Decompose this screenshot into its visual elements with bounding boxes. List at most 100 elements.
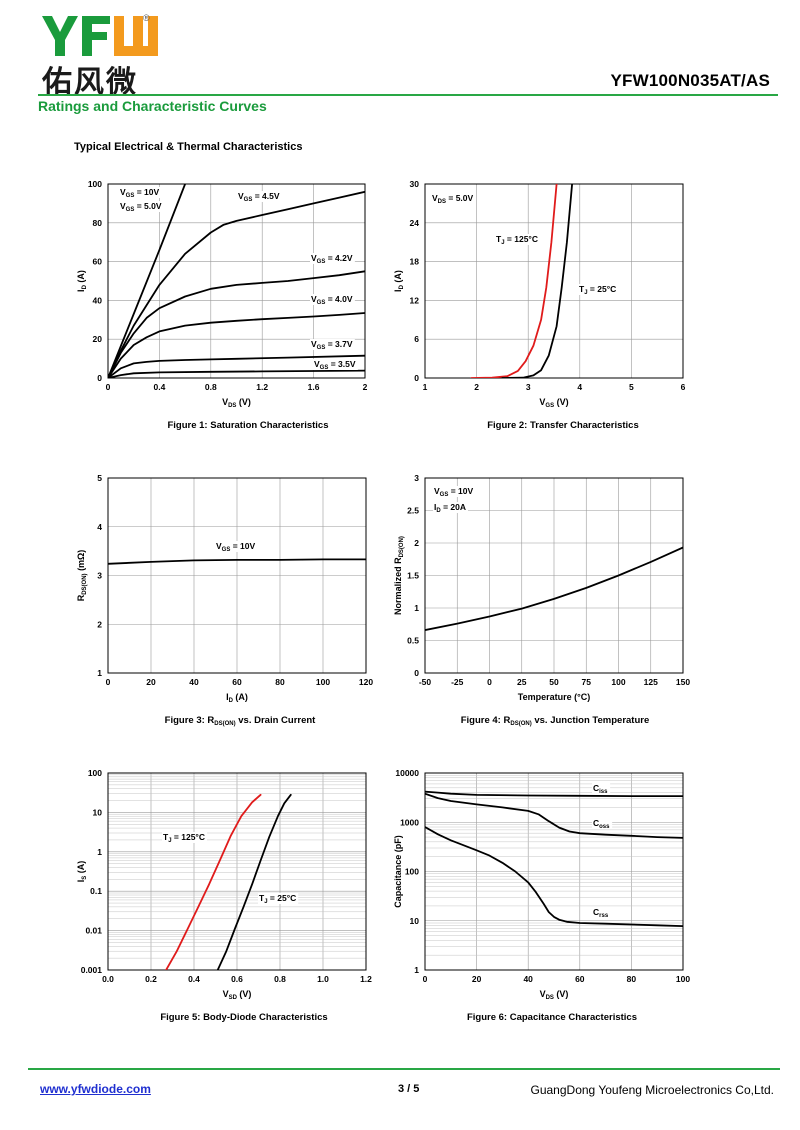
y-axis-label: Normalized RDS(ON)	[393, 536, 405, 615]
x-tick-label: 2	[363, 382, 368, 392]
series-line-tj-25-c	[216, 793, 292, 970]
y-tick-label: 0	[414, 373, 419, 383]
series-line-crss	[425, 826, 683, 927]
x-tick-label: 0	[487, 677, 492, 687]
x-tick-label: 1.6	[308, 382, 320, 392]
x-tick-label: 80	[275, 677, 285, 687]
x-tick-label: 0.0	[102, 974, 114, 984]
y-tick-label: 0.1	[90, 886, 102, 896]
x-tick-label: 1	[423, 382, 428, 392]
x-tick-label: 20	[472, 974, 482, 984]
y-tick-label: 100	[405, 867, 419, 877]
y-tick-label: 18	[410, 257, 420, 267]
y-tick-label: 1	[414, 603, 419, 613]
y-tick-label: 4	[97, 522, 102, 532]
annotation-bg	[119, 187, 162, 198]
y-axis-label: Capacitance (pF)	[393, 835, 403, 908]
annotation-bg	[258, 893, 299, 904]
y-tick-label: 1000	[400, 817, 419, 827]
annotation-label: VGS = 4.5V	[238, 191, 280, 203]
y-tick-label: 3	[414, 473, 419, 483]
plot-frame	[107, 772, 367, 971]
x-tick-label: 40	[189, 677, 199, 687]
series-line-vgs-10v	[108, 184, 187, 378]
annotation-label: Ciss	[593, 783, 608, 795]
annotation-label: VGS = 3.5V	[314, 359, 356, 371]
y-tick-label: 1.5	[407, 571, 419, 581]
annotation-bg	[433, 486, 476, 497]
annotation-label: ID = 20A	[434, 502, 466, 514]
annotation-bg	[592, 783, 611, 794]
x-tick-label: -50	[419, 677, 432, 687]
series-line-tj-125-c	[165, 793, 262, 970]
chart-fig6: 0 20 40 60 80 100 1 10 100 1000 10000 Ciss Coss Crss V…	[393, 768, 690, 1023]
chart-fig4: -50 -25 0 25 50 75 100 125 150 0 0.5 1 1.5 2 2.5 3 VGS =…	[393, 473, 690, 727]
x-tick-label: 100	[676, 974, 690, 984]
x-tick-label: 150	[676, 677, 690, 687]
annotation-bg	[592, 818, 613, 829]
header-divider	[38, 94, 778, 96]
y-tick-label: 1	[414, 965, 419, 975]
annotation-label: VGS = 10V	[216, 541, 255, 553]
section-title: Ratings and Characteristic Curves	[38, 98, 267, 114]
x-tick-label: 80	[627, 974, 637, 984]
y-tick-label: 60	[93, 257, 103, 267]
x-tick-label: 0.6	[231, 974, 243, 984]
chart-fig5: 0.0 0.2 0.4 0.6 0.8 1.0 1.2 0.001 0.01 0.1 1 10 100 T…	[76, 768, 372, 1023]
x-axis-label: VGS (V)	[539, 397, 568, 409]
annotation-label: TJ = 125°C	[163, 832, 205, 844]
website-link[interactable]: www.yfwdiode.com	[40, 1082, 151, 1096]
annotation-label: Coss	[593, 818, 610, 830]
y-tick-label: 0	[414, 668, 419, 678]
figure-caption: Figure 5: Body-Diode Characteristics	[160, 1012, 327, 1023]
annotation-bg	[495, 234, 540, 245]
x-tick-label: 4	[577, 382, 582, 392]
x-tick-label: 0	[106, 382, 111, 392]
x-tick-label: 50	[549, 677, 559, 687]
figure-caption: Figure 3: RDS(ON) vs. Drain Current	[165, 715, 317, 727]
x-tick-label: 20	[146, 677, 156, 687]
plot-frame	[424, 183, 684, 379]
annotation-bg	[592, 907, 611, 918]
series-line-tj-125-c	[470, 184, 558, 378]
series-line-vgs-10v-id-20a	[425, 546, 683, 631]
series-line-vgs-3-7v	[108, 354, 365, 378]
figure-caption: Figure 1: Saturation Characteristics	[167, 420, 328, 431]
annotation-bg	[310, 294, 355, 305]
x-tick-label: 0.4	[188, 974, 200, 984]
x-tick-label: 60	[575, 974, 585, 984]
sub-title: Typical Electrical & Thermal Characteris…	[74, 141, 303, 153]
series-line-ciss	[425, 790, 683, 797]
company-name: GuangDong Youfeng Microelectronics Co,Lt…	[530, 1083, 775, 1097]
series-line-vgs-3-5v	[108, 369, 365, 378]
series-line-vgs-4-2v	[108, 270, 365, 378]
x-tick-label: 40	[523, 974, 533, 984]
series-line-coss	[425, 792, 683, 839]
x-tick-label: 25	[517, 677, 527, 687]
x-axis-label: VDS (V)	[540, 989, 569, 1001]
x-tick-label: 1.2	[360, 974, 372, 984]
x-tick-label: 0.8	[205, 382, 217, 392]
figure-caption: Figure 2: Transfer Characteristics	[487, 420, 639, 431]
x-tick-label: 6	[681, 382, 686, 392]
annotation-bg	[578, 284, 619, 295]
y-tick-label: 0.001	[81, 965, 103, 975]
plot-frame	[424, 477, 684, 674]
annotation-label: VGS = 10V	[120, 187, 159, 199]
x-tick-label: 60	[232, 677, 242, 687]
annotation-bg	[310, 339, 355, 350]
plot-frame	[424, 772, 684, 971]
y-tick-label: 0	[97, 373, 102, 383]
y-tick-label: 10	[410, 916, 420, 926]
annotation-label: VDS = 5.0V	[432, 193, 474, 205]
x-tick-label: -25	[451, 677, 464, 687]
logo-graphic: ®	[42, 13, 158, 56]
series-line-tj-25-c	[501, 184, 573, 378]
y-tick-label: 40	[93, 295, 103, 305]
y-tick-label: 10000	[395, 768, 419, 778]
annotation-label: VGS = 4.2V	[311, 253, 353, 265]
y-tick-label: 100	[88, 768, 102, 778]
annotation-bg	[313, 359, 358, 370]
